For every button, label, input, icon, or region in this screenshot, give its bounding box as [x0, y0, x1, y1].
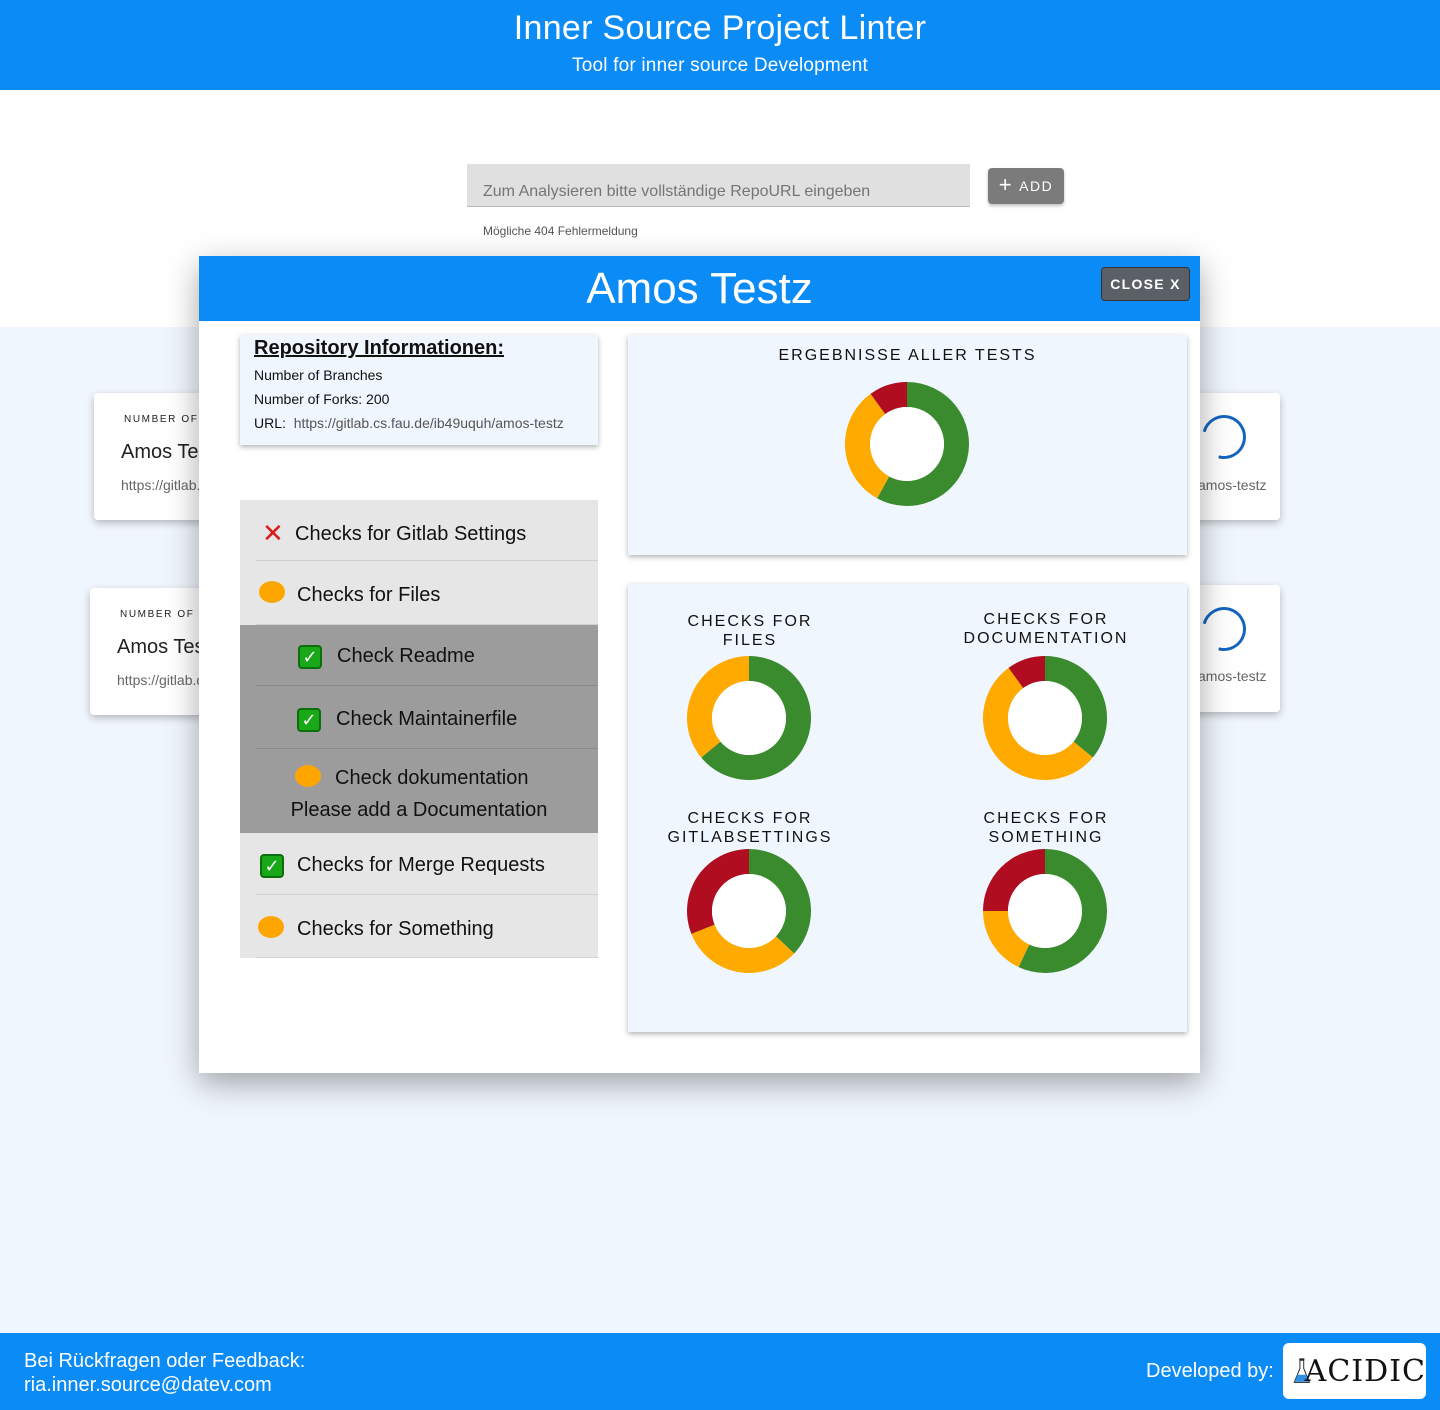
donut-slice-passed	[749, 849, 811, 954]
repo-card-url: amos-testz	[1198, 477, 1267, 493]
documentation-donut-chart	[983, 656, 1107, 780]
check-item-something[interactable]: Checks for Something	[240, 895, 598, 958]
check-note: Please add a Documentation	[290, 799, 548, 821]
repo-card-url: https://gitlab.cs.fau.de/ib49uquh/amos-t…	[121, 477, 204, 493]
check-item-dokumentation[interactable]: Check dokumentation Please add a Documen…	[240, 749, 598, 833]
donut-slice-failed	[870, 382, 907, 415]
loading-spinner-icon	[1193, 598, 1255, 660]
donut-hole	[712, 874, 786, 948]
check-item-readme[interactable]: ✓ Check Readme	[240, 625, 598, 686]
check-item-gitlab-settings[interactable]: ✕ Checks for Gitlab Settings	[240, 500, 598, 561]
check-label: Checks for Files	[297, 584, 441, 606]
divider	[256, 624, 598, 625]
repo-card-name: Amos Testz	[117, 636, 204, 658]
repository-info-card: Repository Informationen: Number of Bran…	[240, 335, 598, 445]
add-button-label: ADD	[1019, 178, 1054, 194]
all-tests-donut-chart	[845, 382, 969, 506]
repo-card-small-label: NUMBER OF B	[124, 414, 204, 425]
plus-icon: +	[998, 172, 1014, 197]
donut-slice-warning	[983, 911, 1030, 968]
donut-hole	[712, 681, 786, 755]
modal-title: Amos Testz	[586, 264, 813, 313]
divider	[256, 957, 598, 958]
cross-icon: ✕	[262, 518, 284, 548]
orange-dot-icon	[258, 916, 284, 938]
repo-url-link[interactable]: https://gitlab.cs.fau.de/ib49uquh/amos-t…	[293, 415, 564, 431]
check-label: Checks for Merge Requests	[297, 854, 545, 876]
repo-card-url: https://gitlab.cs.fau.de/ib49uquh/amos-t…	[117, 672, 204, 688]
divider	[256, 685, 598, 686]
donut-hole	[1008, 681, 1082, 755]
donut-slice-passed	[1045, 656, 1107, 758]
app-footer: Bei Rückfragen oder Feedback: ria.inner.…	[0, 1333, 1440, 1410]
donut-hole	[870, 407, 944, 481]
app-title: Inner Source Project Linter	[513, 9, 927, 47]
loading-spinner-icon	[1193, 406, 1255, 468]
check-label: Checks for Gitlab Settings	[295, 523, 527, 545]
forks-count: Number of Forks: 200	[254, 391, 390, 407]
files-donut-chart	[687, 656, 811, 780]
chart-title: ERGEBNISSE ALLER TESTS	[778, 347, 1037, 364]
check-mark-icon: ✓	[297, 708, 321, 732]
developed-by-label: Developed by:	[1146, 1360, 1274, 1382]
donut-slice-passed	[877, 382, 969, 506]
repo-url-line: URL: https://gitlab.cs.fau.de/ib49uquh/a…	[254, 415, 564, 431]
donut-slice-passed	[1018, 849, 1107, 973]
check-label: Check Maintainerfile	[336, 708, 518, 730]
repo-card-right-1[interactable]: amos-testz	[1190, 393, 1280, 520]
donut-slice-warning	[983, 667, 1093, 780]
feedback-label: Bei Rückfragen oder Feedback:	[24, 1350, 306, 1372]
add-button[interactable]: + ADD	[988, 168, 1064, 204]
check-mark-icon: ✓	[298, 645, 322, 669]
orange-dot-icon	[259, 581, 285, 603]
divider	[256, 748, 598, 749]
helper-text: Mögliche 404 Fehlermeldung	[483, 224, 638, 238]
info-title: Repository Informationen:	[254, 337, 505, 359]
repo-url-input[interactable]	[467, 164, 970, 207]
repo-card-name: Amos Testz	[121, 441, 204, 463]
donut-slice-warning	[687, 656, 749, 758]
chart-title: CHECKS FOR GITLABSETTINGS	[667, 810, 833, 846]
check-label: Check Readme	[337, 645, 475, 667]
repo-card-small-label: NUMBER OF F	[120, 609, 204, 620]
check-mark-icon: ✓	[260, 854, 284, 878]
divider	[256, 894, 598, 895]
repo-card-left-2[interactable]: NUMBER OF F Amos Testz https://gitlab.cs…	[90, 588, 204, 715]
check-item-merge-requests[interactable]: ✓ Checks for Merge Requests	[240, 833, 598, 895]
branches-count: Number of Branches	[254, 367, 383, 383]
donut-slice-failed	[983, 849, 1045, 911]
repo-card-url: amos-testz	[1198, 668, 1267, 684]
logo-text: ACIDIC	[1304, 1353, 1426, 1389]
donut-slice-failed	[687, 849, 749, 934]
repo-card-right-2[interactable]: amos-testz	[1190, 585, 1280, 712]
orange-dot-icon	[295, 765, 321, 787]
url-label: URL:	[254, 415, 286, 431]
feedback-email[interactable]: ria.inner.source@datev.com	[24, 1374, 272, 1396]
chart-title: CHECKS FOR FILES	[687, 613, 813, 649]
modal-header: Amos Testz CLOSE X	[199, 256, 1200, 321]
all-tests-chart-card: ERGEBNISSE ALLER TESTS	[628, 335, 1187, 555]
check-item-files[interactable]: Checks for Files	[240, 561, 598, 625]
gitlabsettings-donut-chart	[687, 849, 811, 973]
app-header: Inner Source Project Linter Tool for inn…	[0, 0, 1440, 90]
category-charts-card: CHECKS FOR FILES CHECKS FOR DOCUMENTATIO…	[628, 584, 1187, 1032]
check-item-maintainerfile[interactable]: ✓ Check Maintainerfile	[240, 686, 598, 749]
donut-slice-warning	[845, 393, 890, 499]
donut-slice-failed	[1008, 656, 1045, 689]
check-label: Checks for Something	[297, 918, 494, 940]
repo-card-left-1[interactable]: NUMBER OF B Amos Testz https://gitlab.cs…	[94, 393, 204, 520]
flask-icon	[1293, 1358, 1311, 1383]
chart-title: CHECKS FOR DOCUMENTATION	[963, 611, 1129, 647]
donut-slice-passed	[701, 656, 811, 780]
repo-detail-modal: Amos Testz CLOSE X Repository Informatio…	[199, 256, 1200, 1073]
donut-hole	[1008, 874, 1082, 948]
something-donut-chart	[983, 849, 1107, 973]
acidic-logo: ACIDIC	[1283, 1343, 1426, 1399]
close-button[interactable]: CLOSE X	[1101, 267, 1190, 301]
app-subtitle: Tool for inner source Development	[572, 55, 868, 76]
divider	[256, 560, 598, 561]
check-label: Check dokumentation	[335, 767, 529, 789]
chart-title: CHECKS FOR SOMETHING	[983, 810, 1109, 846]
donut-slice-warning	[691, 924, 795, 973]
